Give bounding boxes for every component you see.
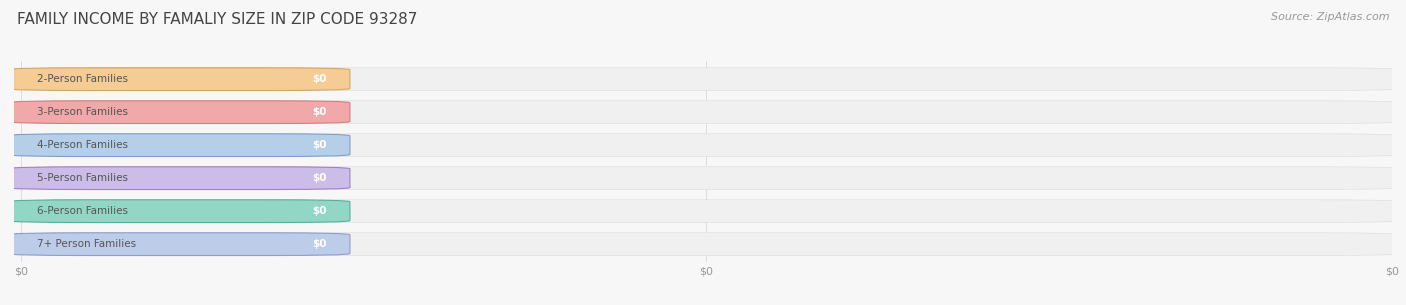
FancyBboxPatch shape: [7, 233, 350, 256]
Text: Source: ZipAtlas.com: Source: ZipAtlas.com: [1271, 12, 1389, 22]
Text: 5-Person Families: 5-Person Families: [38, 173, 128, 183]
FancyBboxPatch shape: [7, 200, 350, 223]
FancyBboxPatch shape: [7, 68, 350, 91]
Text: 4-Person Families: 4-Person Families: [38, 140, 128, 150]
Text: $0: $0: [312, 107, 326, 117]
Text: 6-Person Families: 6-Person Families: [38, 206, 128, 216]
Text: 7+ Person Families: 7+ Person Families: [38, 239, 136, 249]
Text: $0: $0: [312, 206, 326, 216]
Text: FAMILY INCOME BY FAMALIY SIZE IN ZIP CODE 93287: FAMILY INCOME BY FAMALIY SIZE IN ZIP COD…: [17, 12, 418, 27]
Text: 2-Person Families: 2-Person Families: [38, 74, 128, 84]
FancyBboxPatch shape: [7, 233, 1399, 256]
FancyBboxPatch shape: [7, 101, 1399, 124]
FancyBboxPatch shape: [7, 134, 1399, 156]
Text: $0: $0: [312, 74, 326, 84]
FancyBboxPatch shape: [7, 68, 1399, 91]
Text: $0: $0: [312, 140, 326, 150]
FancyBboxPatch shape: [7, 167, 350, 189]
Text: $0: $0: [312, 239, 326, 249]
FancyBboxPatch shape: [7, 134, 350, 156]
Text: 3-Person Families: 3-Person Families: [38, 107, 128, 117]
Text: $0: $0: [312, 173, 326, 183]
FancyBboxPatch shape: [7, 200, 1399, 223]
FancyBboxPatch shape: [7, 101, 350, 124]
FancyBboxPatch shape: [7, 167, 1399, 189]
